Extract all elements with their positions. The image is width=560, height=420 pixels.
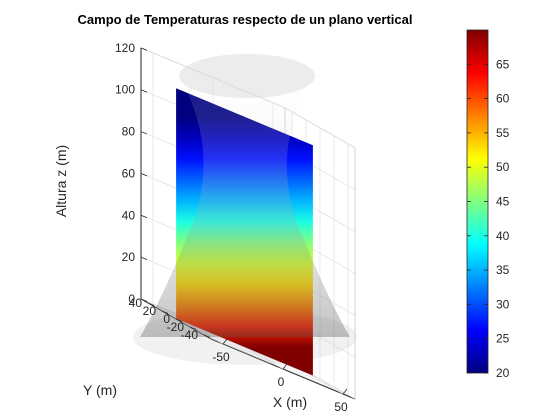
z-tick-label: 60 bbox=[122, 166, 136, 180]
z-tick-mark bbox=[140, 214, 148, 219]
z-tick-label: 0 bbox=[128, 292, 135, 306]
y-tick-mark bbox=[161, 310, 169, 314]
colorbar-ticks: 20 25 30 35 40 45 50 55 60 65 bbox=[467, 57, 510, 380]
hyperboloid-surface bbox=[140, 80, 350, 337]
x-axis-label: X (m) bbox=[273, 394, 307, 410]
colorbar-tick-label: 30 bbox=[496, 297, 510, 311]
z-axis-label: Altura z (m) bbox=[53, 145, 69, 217]
colorbar-tick-label: 65 bbox=[496, 57, 510, 71]
z-tick-label: 120 bbox=[115, 41, 135, 55]
y-tick-label: 0 bbox=[163, 312, 170, 326]
grid-line bbox=[203, 334, 349, 396]
colorbar-tick-label: 35 bbox=[496, 263, 510, 277]
z-tick-mark bbox=[140, 47, 148, 51]
colorbar-tick-label: 55 bbox=[496, 126, 510, 140]
y-axis-label: Y (m) bbox=[83, 382, 117, 398]
colorbar-tick-label: 50 bbox=[496, 160, 510, 174]
x-tick-label: -50 bbox=[212, 350, 230, 364]
colorbar-tick-label: 60 bbox=[496, 92, 510, 106]
z-tick-mark bbox=[140, 131, 148, 135]
y-tick-mark bbox=[147, 302, 155, 306]
chart-title: Campo de Temperaturas respecto de un pla… bbox=[78, 12, 413, 27]
x-axis-ticks: -50 0 50 bbox=[212, 338, 348, 414]
colorbar-tick-label: 25 bbox=[496, 332, 510, 346]
z-tick-mark bbox=[140, 256, 148, 261]
y-tick-label: -40 bbox=[181, 328, 199, 342]
y-tick-mark bbox=[203, 334, 211, 338]
x-tick-mark bbox=[342, 388, 348, 395]
x-tick-label: 50 bbox=[334, 400, 348, 414]
y-tick-mark bbox=[189, 326, 197, 330]
y-tick-label: -20 bbox=[167, 320, 185, 334]
y-tick-mark bbox=[175, 318, 183, 322]
hyperboloid-top bbox=[179, 54, 315, 98]
y-tick-label: 40 bbox=[129, 296, 143, 310]
z-tick-label: 100 bbox=[115, 83, 135, 97]
z-tick-label: 20 bbox=[122, 250, 136, 264]
z-tick-mark bbox=[140, 298, 148, 302]
colorbar-tick-label: 40 bbox=[496, 229, 510, 243]
x-tick-mark bbox=[222, 338, 228, 345]
colorbar-tick-label: 45 bbox=[496, 195, 510, 209]
x-tick-mark bbox=[282, 363, 288, 370]
x-tick-label: 0 bbox=[278, 375, 285, 389]
z-tick-mark bbox=[140, 173, 148, 177]
z-axis-ticks: 0 20 40 60 80 100 120 bbox=[115, 41, 148, 306]
z-tick-mark bbox=[140, 89, 148, 93]
z-tick-label: 80 bbox=[122, 125, 136, 139]
z-tick-label: 40 bbox=[122, 208, 136, 222]
colorbar-tick-label: 20 bbox=[496, 366, 510, 380]
y-tick-label: 20 bbox=[143, 304, 157, 318]
